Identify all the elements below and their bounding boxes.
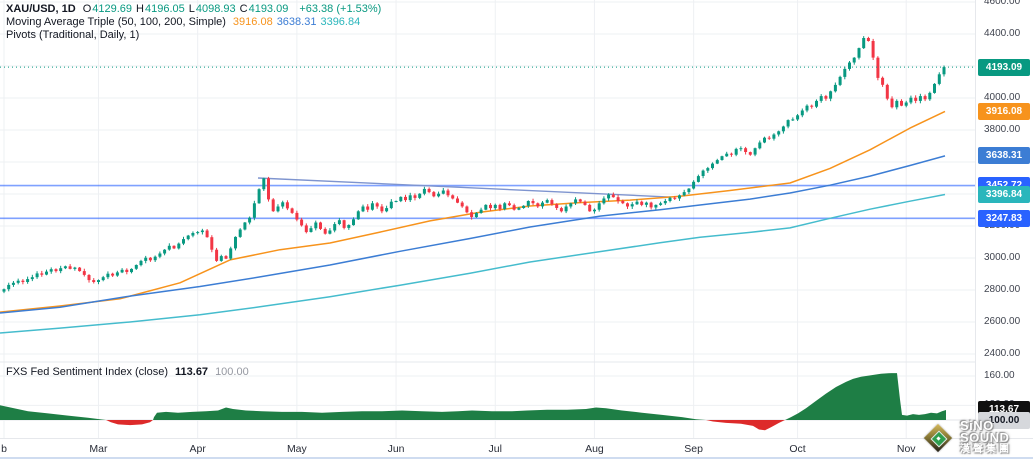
change-value: +63.38 (+1.53%) [299, 3, 382, 15]
time-axis-label: Mar [89, 443, 108, 455]
pivot-s-badge: 3247.83 [978, 209, 1030, 227]
sentiment-value: 113.67 [175, 366, 209, 378]
price-axis-tick: 2800.00 [984, 284, 1021, 295]
symbol-legend-row[interactable]: XAU/USD, 1D O4129.69 H4196.05 L4098.93 C419… [6, 3, 381, 15]
time-axis-label: Sep [684, 443, 703, 455]
ohlc-h-value: H4196.05 [136, 3, 185, 15]
time-axis[interactable]: b Mar Apr May Jun Jul Aug Sep Oct Nov [0, 438, 1033, 458]
ohlc-c-value: C4193.09 [239, 3, 289, 15]
candles-layer [2, 36, 946, 294]
ma-indicator-title: Moving Average Triple (50, 100, 200, Sim… [6, 16, 226, 28]
symbol-title: XAU/USD, 1D [6, 3, 76, 15]
ma100-badge: 3638.31 [978, 147, 1030, 165]
time-axis-label: Nov [896, 443, 916, 455]
price-axis-tick: 3800.00 [984, 124, 1021, 135]
time-axis-label: Aug [585, 443, 604, 455]
price-axis-tick: 4000.00 [984, 92, 1021, 103]
main-legend: XAU/USD, 1D O4129.69 H4196.05 L4098.93 C419… [6, 3, 381, 42]
time-axis-label: Jun [387, 443, 405, 455]
sentiment-indicator-title: FXS Fed Sentiment Index (close) [6, 366, 169, 378]
time-axis-label: May [286, 443, 307, 455]
ohlc-o-value: O4129.69 [82, 3, 133, 15]
ma-legend-row[interactable]: Moving Average Triple (50, 100, 200, Sim… [6, 16, 381, 28]
time-axis-label: Jul [488, 443, 502, 455]
ma-value-2: 3396.84 [320, 16, 361, 28]
pivots-legend-row[interactable]: Pivots (Traditional, Daily, 1) [6, 29, 381, 41]
sentiment-axis-tick: 160.00 [984, 370, 1015, 381]
price-axis-tick: 2600.00 [984, 316, 1021, 327]
ma-values: 3916.08 3638.31 3396.84 [233, 16, 364, 28]
price-axis-tick: 3000.00 [984, 252, 1021, 263]
pivots-indicator-title: Pivots (Traditional, Daily, 1) [6, 29, 140, 41]
price-axis-tick: 4400.00 [984, 28, 1021, 39]
time-axis-label: b [1, 443, 7, 455]
sentiment-baseline-badge: 100.00 [978, 411, 1030, 429]
ma200-badge: 3396.84 [978, 186, 1030, 203]
sentiment-area-layer [0, 373, 946, 431]
ma50-badge: 3916.08 [978, 102, 1030, 120]
time-axis-label: Apr [189, 443, 206, 455]
ohlc-values: O4129.69 H4196.05 L4098.93 C4193.09 [83, 3, 293, 15]
price-axis-tick: 4600.00 [984, 0, 1021, 7]
ohlc-l-value: L4098.93 [188, 3, 236, 15]
sentiment-legend: FXS Fed Sentiment Index (close) 113.67 1… [6, 366, 249, 379]
ma-value-0: 3916.08 [232, 16, 273, 28]
last-price-badge: 4193.09 [978, 58, 1030, 76]
time-axis-label: Oct [789, 443, 806, 455]
ma-lines-layer [0, 110, 946, 334]
chart-bottom-border [0, 457, 1033, 459]
price-axis-tick: 2400.00 [984, 348, 1021, 359]
sentiment-legend-row[interactable]: FXS Fed Sentiment Index (close) 113.67 1… [6, 366, 249, 378]
sentiment-baseline-label: 100.00 [215, 366, 249, 378]
price-axis[interactable]: 4600.004400.004000.003800.003600.003200.… [975, 0, 1033, 438]
ma-value-1: 3638.31 [276, 16, 317, 28]
